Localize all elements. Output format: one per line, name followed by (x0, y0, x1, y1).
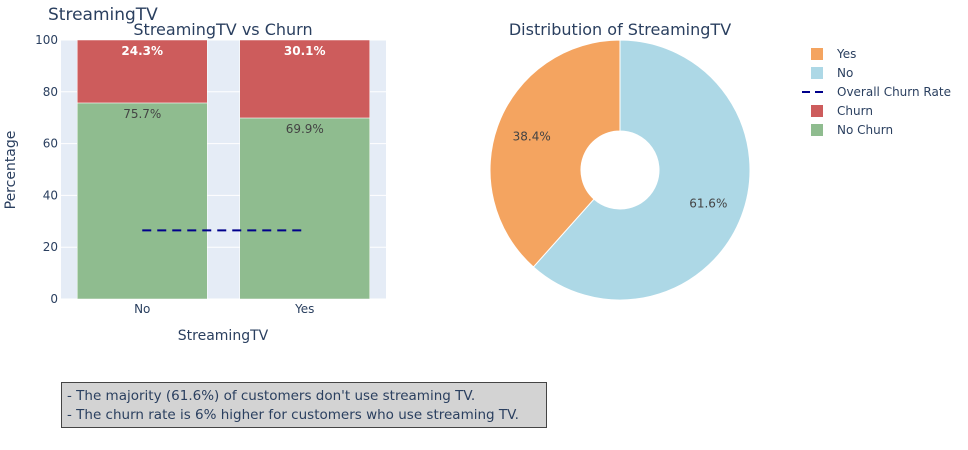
bar-chart-xlabel: StreamingTV (178, 328, 269, 344)
bar-value-label: 30.1% (284, 44, 326, 58)
slice-yes (489, 39, 621, 268)
y-tick-label: 80 (43, 85, 58, 99)
legend-label: No (837, 66, 853, 80)
bar-value-label: 24.3% (121, 44, 163, 58)
insight-note: - The majority (61.6%) of customers don'… (61, 382, 547, 428)
bar-no-churn (239, 117, 370, 300)
legend-swatch (811, 48, 823, 60)
slice-label: 38.4% (513, 129, 551, 143)
legend-swatch (811, 67, 823, 79)
y-tick-label: 60 (43, 137, 58, 151)
legend-swatch (811, 105, 823, 117)
x-tick-label: No (134, 302, 150, 316)
bar-no-churn (77, 102, 208, 300)
legend-label: Churn (837, 104, 873, 118)
legend-label: Overall Churn Rate (837, 85, 951, 99)
legend-label: No Churn (837, 123, 893, 137)
legend-swatch (811, 124, 823, 136)
pie-chart-title: Distribution of StreamingTV (509, 20, 731, 39)
bar-chart-ylabel: Percentage (3, 131, 19, 210)
insight-line-2: - The churn rate is 6% higher for custom… (67, 407, 519, 423)
y-tick-label: 100 (35, 33, 58, 47)
bar-churn (77, 39, 208, 104)
legend: Yes No Overall Churn Rate Churn No Churn (802, 47, 951, 137)
legend-label: Yes (836, 47, 856, 61)
bar-chart: 0 20 40 60 80 100 No 75.7% 24.3% Yes 69.9% 30.1% (35, 33, 386, 316)
y-tick-label: 20 (43, 240, 58, 254)
slice-no (532, 39, 751, 301)
pie-chart: 61.6% 38.4% (489, 39, 751, 301)
bar-value-label: 75.7% (123, 107, 161, 121)
bar-chart-title: StreamingTV vs Churn (133, 20, 312, 39)
y-tick-label: 40 (43, 188, 58, 202)
bar-value-label: 69.9% (286, 122, 324, 136)
y-tick-label: 0 (50, 292, 58, 306)
figure-title: StreamingTV (48, 5, 158, 25)
slice-label: 61.6% (689, 197, 727, 211)
x-tick-label: Yes (294, 302, 314, 316)
insight-line-1: - The majority (61.6%) of customers don'… (67, 388, 476, 404)
bar-churn (239, 39, 370, 119)
